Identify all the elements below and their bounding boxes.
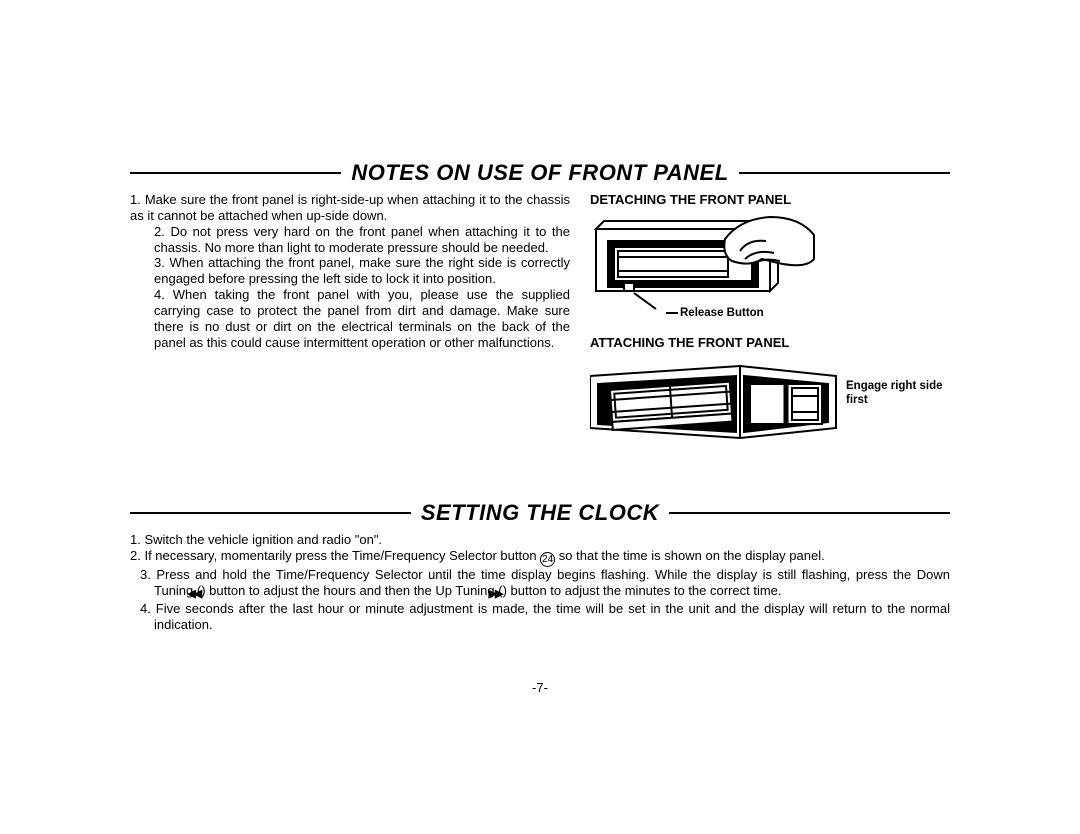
detaching-heading: DETACHING THE FRONT PANEL (590, 192, 950, 207)
release-button-label: Release Button (680, 307, 764, 319)
engage-right-label: Engage right side first (846, 380, 946, 408)
clock-item-4: 4. Five seconds after the last hour or m… (130, 601, 950, 633)
notes-content: 1. Make sure the front panel is right-si… (130, 192, 950, 468)
notes-item-1: 1. Make sure the front panel is right-si… (130, 192, 570, 224)
attaching-heading: ATTACHING THE FRONT PANEL (590, 335, 950, 350)
release-button-label-wrap: Release Button (666, 307, 764, 319)
clock-content: 1. Switch the vehicle ignition and radio… (130, 532, 950, 633)
clock-item-1: 1. Switch the vehicle ignition and radio… (130, 532, 950, 548)
attach-panel-svg (590, 354, 840, 454)
detaching-illustration: Release Button (590, 211, 820, 321)
rule-left (130, 172, 341, 174)
ref-24-icon: 24 (540, 552, 555, 567)
notes-item-4: 4. When taking the front panel with you,… (154, 287, 570, 350)
clock-title: SETTING THE CLOCK (421, 500, 659, 526)
clock-item-3: 3. Press and hold the Time/Frequency Sel… (130, 567, 950, 601)
rule-right (739, 172, 950, 174)
notes-title: NOTES ON USE OF FRONT PANEL (351, 160, 728, 186)
clock-item-2b: so that the time is shown on the display… (555, 548, 825, 563)
clock-item-3b: ) button to adjust the hours and then th… (201, 583, 502, 598)
notes-illustration-column: DETACHING THE FRONT PANEL (590, 192, 950, 468)
notes-section-title: NOTES ON USE OF FRONT PANEL (130, 160, 950, 186)
leader-line-icon (666, 312, 678, 313)
notes-item-2: 2. Do not press very hard on the front p… (154, 224, 570, 256)
clock-section-title: SETTING THE CLOCK (130, 500, 950, 526)
notes-item-3: 3. When attaching the front panel, make … (154, 255, 570, 287)
clock-item-3c: ) button to adjust the minutes to the co… (503, 583, 782, 598)
attaching-illustration: Engage right side first (590, 354, 950, 454)
page-number: -7- (0, 680, 1080, 695)
notes-text-column: 1. Make sure the front panel is right-si… (130, 192, 570, 468)
clock-item-2a: 2. If necessary, momentarily press the T… (130, 548, 540, 563)
clock-item-2: 2. If necessary, momentarily press the T… (130, 548, 950, 567)
detach-panel-svg (590, 211, 820, 321)
clock-section: SETTING THE CLOCK 1. Switch the vehicle … (130, 500, 950, 633)
rule-left (130, 512, 411, 514)
rule-right (669, 512, 950, 514)
